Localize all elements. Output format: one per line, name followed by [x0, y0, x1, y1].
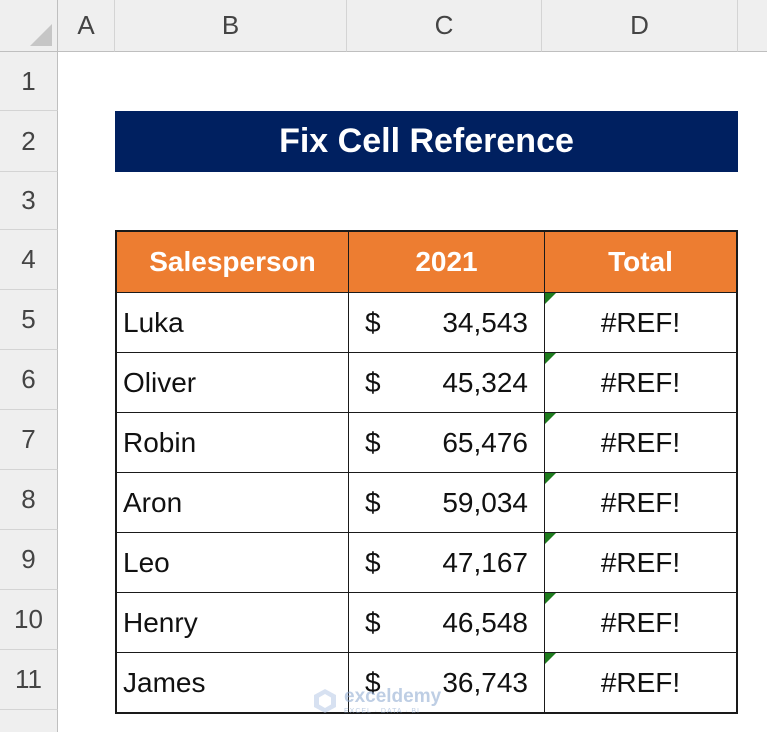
- total-cell[interactable]: #REF!: [544, 473, 736, 532]
- watermark-text: exceldemy EXCEL · DATA · BI: [344, 687, 441, 715]
- total-value: #REF!: [600, 426, 681, 458]
- error-indicator-icon[interactable]: [545, 413, 556, 424]
- error-indicator-icon[interactable]: [545, 293, 556, 304]
- table-row: James $36,743 #REF!: [117, 652, 736, 712]
- amount-value: 36,743: [442, 666, 528, 698]
- error-indicator-icon[interactable]: [545, 593, 556, 604]
- currency-symbol: $: [365, 606, 381, 638]
- column-header-a[interactable]: A: [58, 0, 115, 52]
- exceldemy-watermark: exceldemy EXCEL · DATA · BI: [312, 683, 441, 719]
- sales-table: Salesperson 2021 Total Luka $34,543 #REF…: [115, 230, 738, 714]
- header-total[interactable]: Total: [544, 232, 736, 292]
- amount-cell[interactable]: $45,324: [348, 353, 544, 412]
- column-header-b[interactable]: B: [115, 0, 347, 52]
- total-cell[interactable]: #REF!: [544, 533, 736, 592]
- row-header-6[interactable]: 6: [0, 350, 58, 410]
- amount-value: 65,476: [442, 426, 528, 458]
- salesperson-cell[interactable]: Leo: [123, 546, 170, 578]
- select-all-corner[interactable]: [0, 0, 58, 52]
- amount-value: 34,543: [442, 306, 528, 338]
- table-row: Oliver $45,324 #REF!: [117, 352, 736, 412]
- row-header-10[interactable]: 10: [0, 590, 58, 650]
- error-indicator-icon[interactable]: [545, 533, 556, 544]
- row-header-8[interactable]: 8: [0, 470, 58, 530]
- currency-symbol: $: [365, 366, 381, 398]
- total-value: #REF!: [600, 366, 681, 398]
- amount-cell[interactable]: $36,743: [348, 653, 544, 712]
- table-row: Leo $47,167 #REF!: [117, 532, 736, 592]
- header-2021[interactable]: 2021: [348, 232, 544, 292]
- column-header-next[interactable]: [738, 0, 767, 52]
- salesperson-cell[interactable]: Oliver: [123, 366, 197, 398]
- total-value: #REF!: [600, 606, 681, 638]
- total-value: #REF!: [600, 546, 681, 578]
- amount-cell[interactable]: $47,167: [348, 533, 544, 592]
- table-row: Luka $34,543 #REF!: [117, 292, 736, 352]
- currency-symbol: $: [365, 426, 381, 458]
- total-cell[interactable]: #REF!: [544, 593, 736, 652]
- amount-value: 59,034: [442, 486, 528, 518]
- table-row: Aron $59,034 #REF!: [117, 472, 736, 532]
- row-header-9[interactable]: 9: [0, 530, 58, 590]
- row-header-4[interactable]: 4: [0, 230, 58, 290]
- salesperson-cell[interactable]: Robin: [123, 426, 197, 458]
- row-header-3[interactable]: 3: [0, 172, 58, 230]
- table-header-row: Salesperson 2021 Total: [117, 232, 736, 292]
- total-cell[interactable]: #REF!: [544, 293, 736, 352]
- error-indicator-icon[interactable]: [545, 353, 556, 364]
- total-cell[interactable]: #REF!: [544, 653, 736, 712]
- header-salesperson[interactable]: Salesperson: [117, 232, 348, 292]
- amount-value: 47,167: [442, 546, 528, 578]
- row-header-1[interactable]: 1: [0, 52, 58, 111]
- total-cell[interactable]: #REF!: [544, 353, 736, 412]
- currency-symbol: $: [365, 306, 381, 338]
- row-header-5[interactable]: 5: [0, 290, 58, 350]
- total-cell[interactable]: #REF!: [544, 413, 736, 472]
- amount-value: 45,324: [442, 366, 528, 398]
- currency-symbol: $: [365, 666, 381, 698]
- error-indicator-icon[interactable]: [545, 653, 556, 664]
- amount-value: 46,548: [442, 606, 528, 638]
- total-value: #REF!: [600, 486, 681, 518]
- column-header-c[interactable]: C: [347, 0, 542, 52]
- row-header-7[interactable]: 7: [0, 410, 58, 470]
- salesperson-cell[interactable]: James: [123, 666, 206, 698]
- currency-symbol: $: [365, 546, 381, 578]
- select-all-triangle-icon: [30, 24, 52, 46]
- watermark-name: exceldemy: [344, 686, 442, 707]
- row-header-11[interactable]: 11: [0, 650, 58, 710]
- exceldemy-logo-icon: [314, 689, 336, 713]
- amount-cell[interactable]: $34,543: [348, 293, 544, 352]
- salesperson-cell[interactable]: Luka: [123, 306, 184, 338]
- table-row: Robin $65,476 #REF!: [117, 412, 736, 472]
- amount-cell[interactable]: $46,548: [348, 593, 544, 652]
- salesperson-cell[interactable]: Henry: [123, 606, 198, 638]
- row-header-next[interactable]: [0, 710, 58, 732]
- watermark-tagline: EXCEL · DATA · BI: [344, 708, 420, 715]
- row-header-2[interactable]: 2: [0, 111, 58, 172]
- amount-cell[interactable]: $65,476: [348, 413, 544, 472]
- total-value: #REF!: [600, 666, 681, 698]
- salesperson-cell[interactable]: Aron: [123, 486, 183, 518]
- column-header-d[interactable]: D: [542, 0, 738, 52]
- total-value: #REF!: [600, 306, 681, 338]
- amount-cell[interactable]: $59,034: [348, 473, 544, 532]
- title-banner[interactable]: Fix Cell Reference: [115, 111, 738, 172]
- error-indicator-icon[interactable]: [545, 473, 556, 484]
- currency-symbol: $: [365, 486, 381, 518]
- table-row: Henry $46,548 #REF!: [117, 592, 736, 652]
